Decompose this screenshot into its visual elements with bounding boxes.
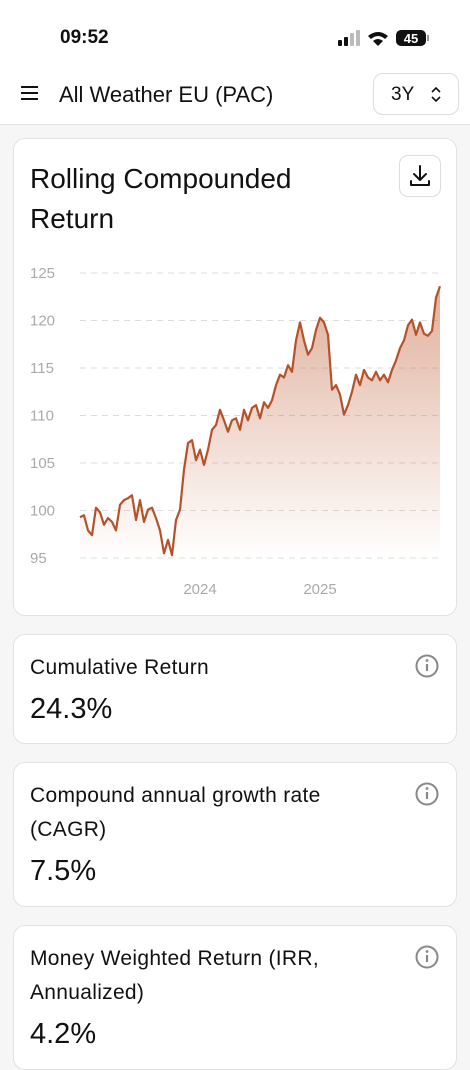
y-tick-label: 105	[30, 455, 55, 472]
info-icon[interactable]	[414, 781, 440, 807]
x-tick-label: 2025	[303, 581, 336, 598]
status-icons: 45	[338, 30, 429, 46]
metric-label: Money Weighted Return (IRR, Annualized)	[30, 947, 319, 1004]
info-icon[interactable]	[414, 653, 440, 679]
chart-card: Rolling Compounded Return 95 100 105 110 115…	[13, 138, 457, 616]
y-tick-label: 95	[30, 550, 47, 567]
battery-level: 45	[404, 31, 418, 46]
metric-label: Cumulative Return	[30, 656, 210, 679]
download-button[interactable]	[399, 155, 441, 197]
chart: 95 100 105 110 115 120 125 2024 2025	[30, 265, 442, 598]
select-chevron	[431, 86, 441, 103]
download-icon	[410, 165, 430, 186]
line-series	[79, 285, 442, 557]
chart-title: Rolling Compounded Return	[30, 163, 292, 234]
x-tick-label: 2024	[183, 581, 216, 598]
period-select[interactable]: 3Y	[373, 73, 459, 115]
status-bar: 09:52 45	[0, 0, 470, 62]
page-title: All Weather EU (PAC)	[59, 82, 274, 107]
period-value: 3Y	[391, 84, 415, 105]
menu-button[interactable]	[20, 84, 40, 102]
clock: 09:52	[60, 27, 109, 48]
metric-value: 4.2%	[30, 1018, 97, 1050]
metric-value: 7.5%	[30, 855, 97, 887]
info-icon[interactable]	[414, 944, 440, 970]
area-fill	[80, 286, 440, 558]
y-tick-label: 100	[30, 503, 55, 520]
y-tick-label: 125	[30, 265, 55, 282]
metric-label: Compound annual growth rate (CAGR)	[30, 784, 321, 841]
y-tick-label: 115	[30, 360, 54, 377]
top-bar: All Weather EU (PAC) 3Y	[0, 62, 470, 125]
y-tick-label: 110	[30, 408, 54, 425]
metric-card: Cumulative Return 24.3%	[13, 634, 457, 744]
metric-card: Compound annual growth rate (CAGR) 7.5%	[13, 762, 457, 907]
metric-value: 24.3%	[30, 693, 113, 725]
y-tick-label: 120	[30, 313, 55, 330]
metric-card: Money Weighted Return (IRR, Annualized) …	[13, 925, 457, 1070]
